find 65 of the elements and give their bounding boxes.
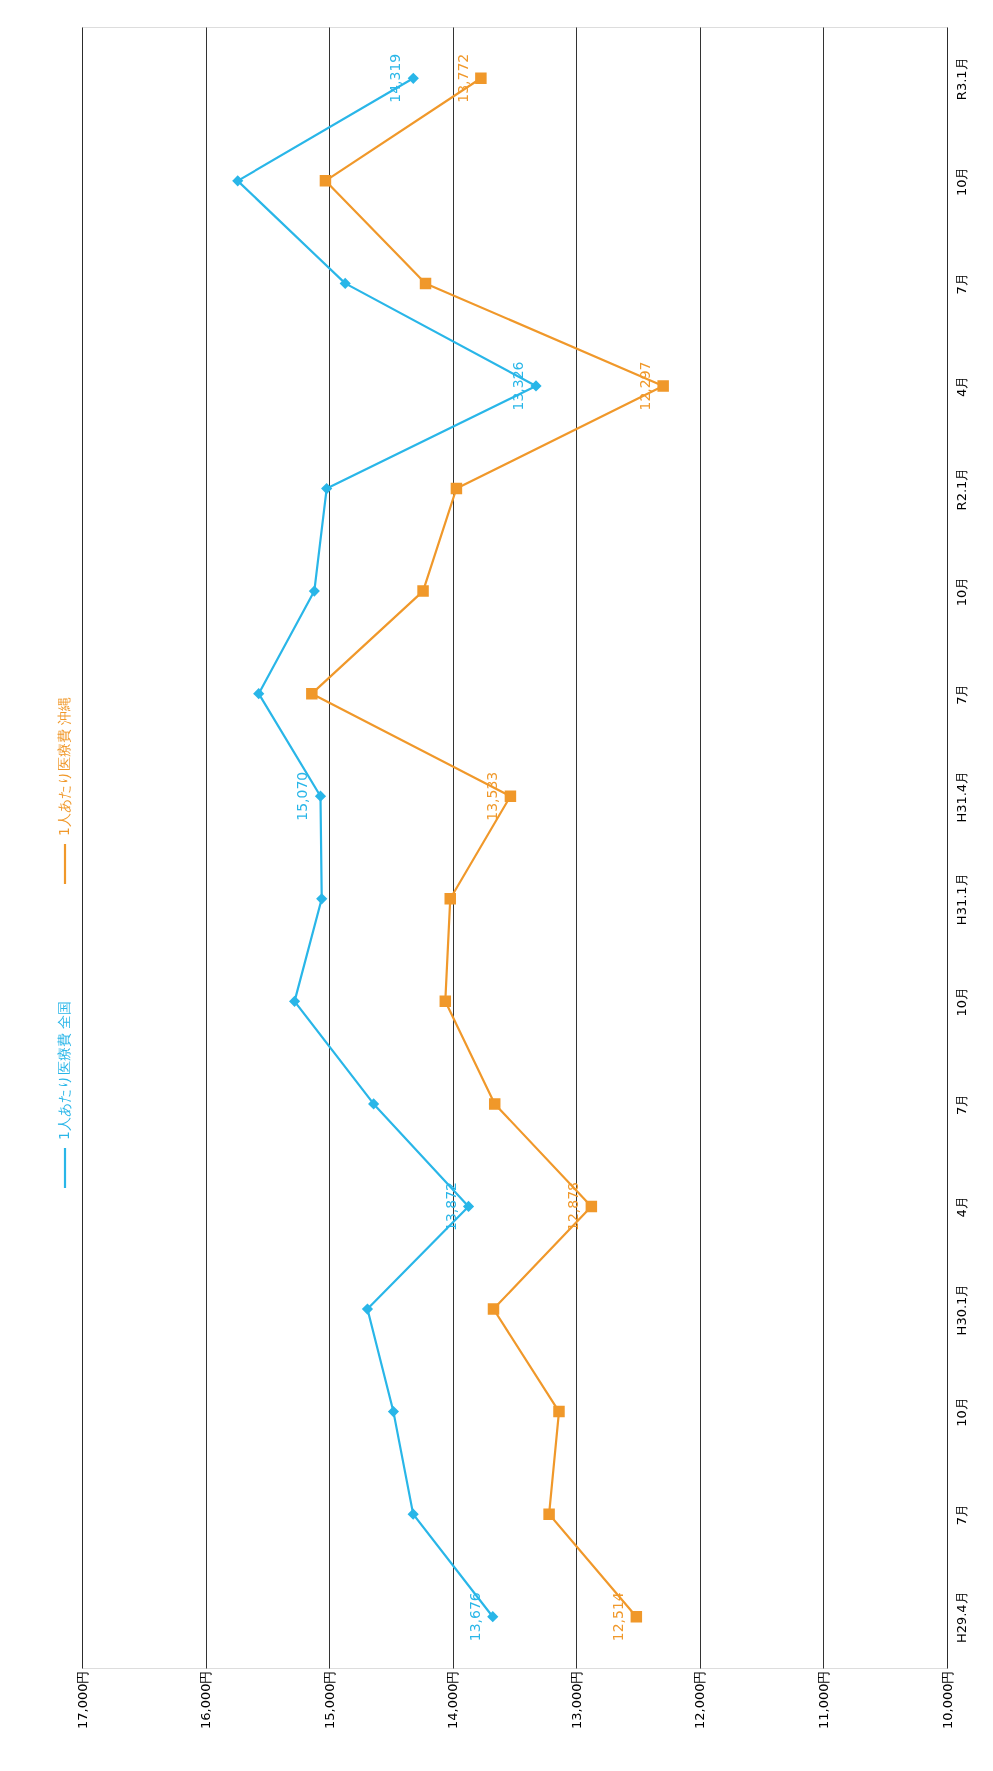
y-tick-label: 10月 xyxy=(953,987,969,1017)
point xyxy=(417,585,429,597)
point xyxy=(419,277,432,290)
point xyxy=(585,1200,598,1213)
data-label: 13,676 xyxy=(466,1592,483,1642)
point xyxy=(362,1303,373,1315)
point xyxy=(232,175,243,187)
point xyxy=(439,995,452,1008)
x-tick-label: 11,000円 xyxy=(815,1670,831,1729)
x-tick-label: 14,000円 xyxy=(445,1670,461,1729)
point xyxy=(444,893,456,905)
y-tick-label: 10月 xyxy=(953,576,969,607)
x-tick-label: 12,000円 xyxy=(692,1670,708,1729)
y-tick-label: 4月 xyxy=(953,1196,969,1218)
y-tick-label: H31.4月 xyxy=(953,770,969,823)
y-tick-label: 4月 xyxy=(953,375,969,398)
point xyxy=(321,483,332,494)
y-tick-label: R3.1月 xyxy=(953,57,969,101)
y-tick-label: 10月 xyxy=(953,166,969,197)
point xyxy=(475,72,487,85)
point xyxy=(316,893,327,904)
point xyxy=(368,1098,379,1110)
point xyxy=(450,482,463,495)
y-tick-label: 7月 xyxy=(953,273,969,295)
point xyxy=(504,790,517,802)
x-tick-label: 10,000円 xyxy=(939,1670,955,1729)
text: 1人あたり医療費 沖縄 xyxy=(56,696,72,836)
x-tick-label: 16,000円 xyxy=(198,1670,214,1729)
y-tick-label: R2.1月 xyxy=(953,467,969,511)
y-tick-label: 7月 xyxy=(953,683,969,705)
point xyxy=(657,380,669,392)
point xyxy=(487,1303,500,1315)
point xyxy=(487,1611,498,1622)
point xyxy=(309,585,320,597)
y-tick-label: 7月 xyxy=(953,1093,969,1116)
point xyxy=(253,688,264,699)
point xyxy=(407,1508,419,1520)
point xyxy=(488,1098,501,1110)
point xyxy=(319,175,332,187)
data-label: 13,533 xyxy=(484,771,501,821)
text: 1人あたり医療費 全国 xyxy=(56,1000,72,1140)
x-tick-label: 15,000円 xyxy=(321,1670,337,1729)
data-label: 15,070 xyxy=(294,771,311,821)
y-tick-label: H30.1月 xyxy=(953,1283,969,1336)
x-tick-label: 13,000円 xyxy=(568,1670,584,1729)
y-tick-label: 10月 xyxy=(953,1397,969,1427)
point xyxy=(530,380,542,392)
point xyxy=(388,1406,399,1417)
y-tick-label: H31.1月 xyxy=(953,873,969,926)
point xyxy=(408,73,419,84)
point xyxy=(630,1610,643,1623)
data-label: 13,772 xyxy=(454,53,471,103)
point xyxy=(463,1201,474,1212)
y-tick-label: H29.4月 xyxy=(953,1591,969,1644)
point xyxy=(543,1508,555,1520)
point xyxy=(340,278,351,289)
data-label: 12,514 xyxy=(610,1592,627,1642)
point xyxy=(289,996,300,1007)
data-label: 12,878 xyxy=(565,1181,582,1231)
data-label: 14,319 xyxy=(387,53,404,103)
point xyxy=(315,791,326,802)
y-tick-label: 7月 xyxy=(953,1504,969,1526)
x-tick-label: 17,000円 xyxy=(74,1670,90,1729)
point xyxy=(306,687,318,700)
point xyxy=(553,1405,565,1418)
